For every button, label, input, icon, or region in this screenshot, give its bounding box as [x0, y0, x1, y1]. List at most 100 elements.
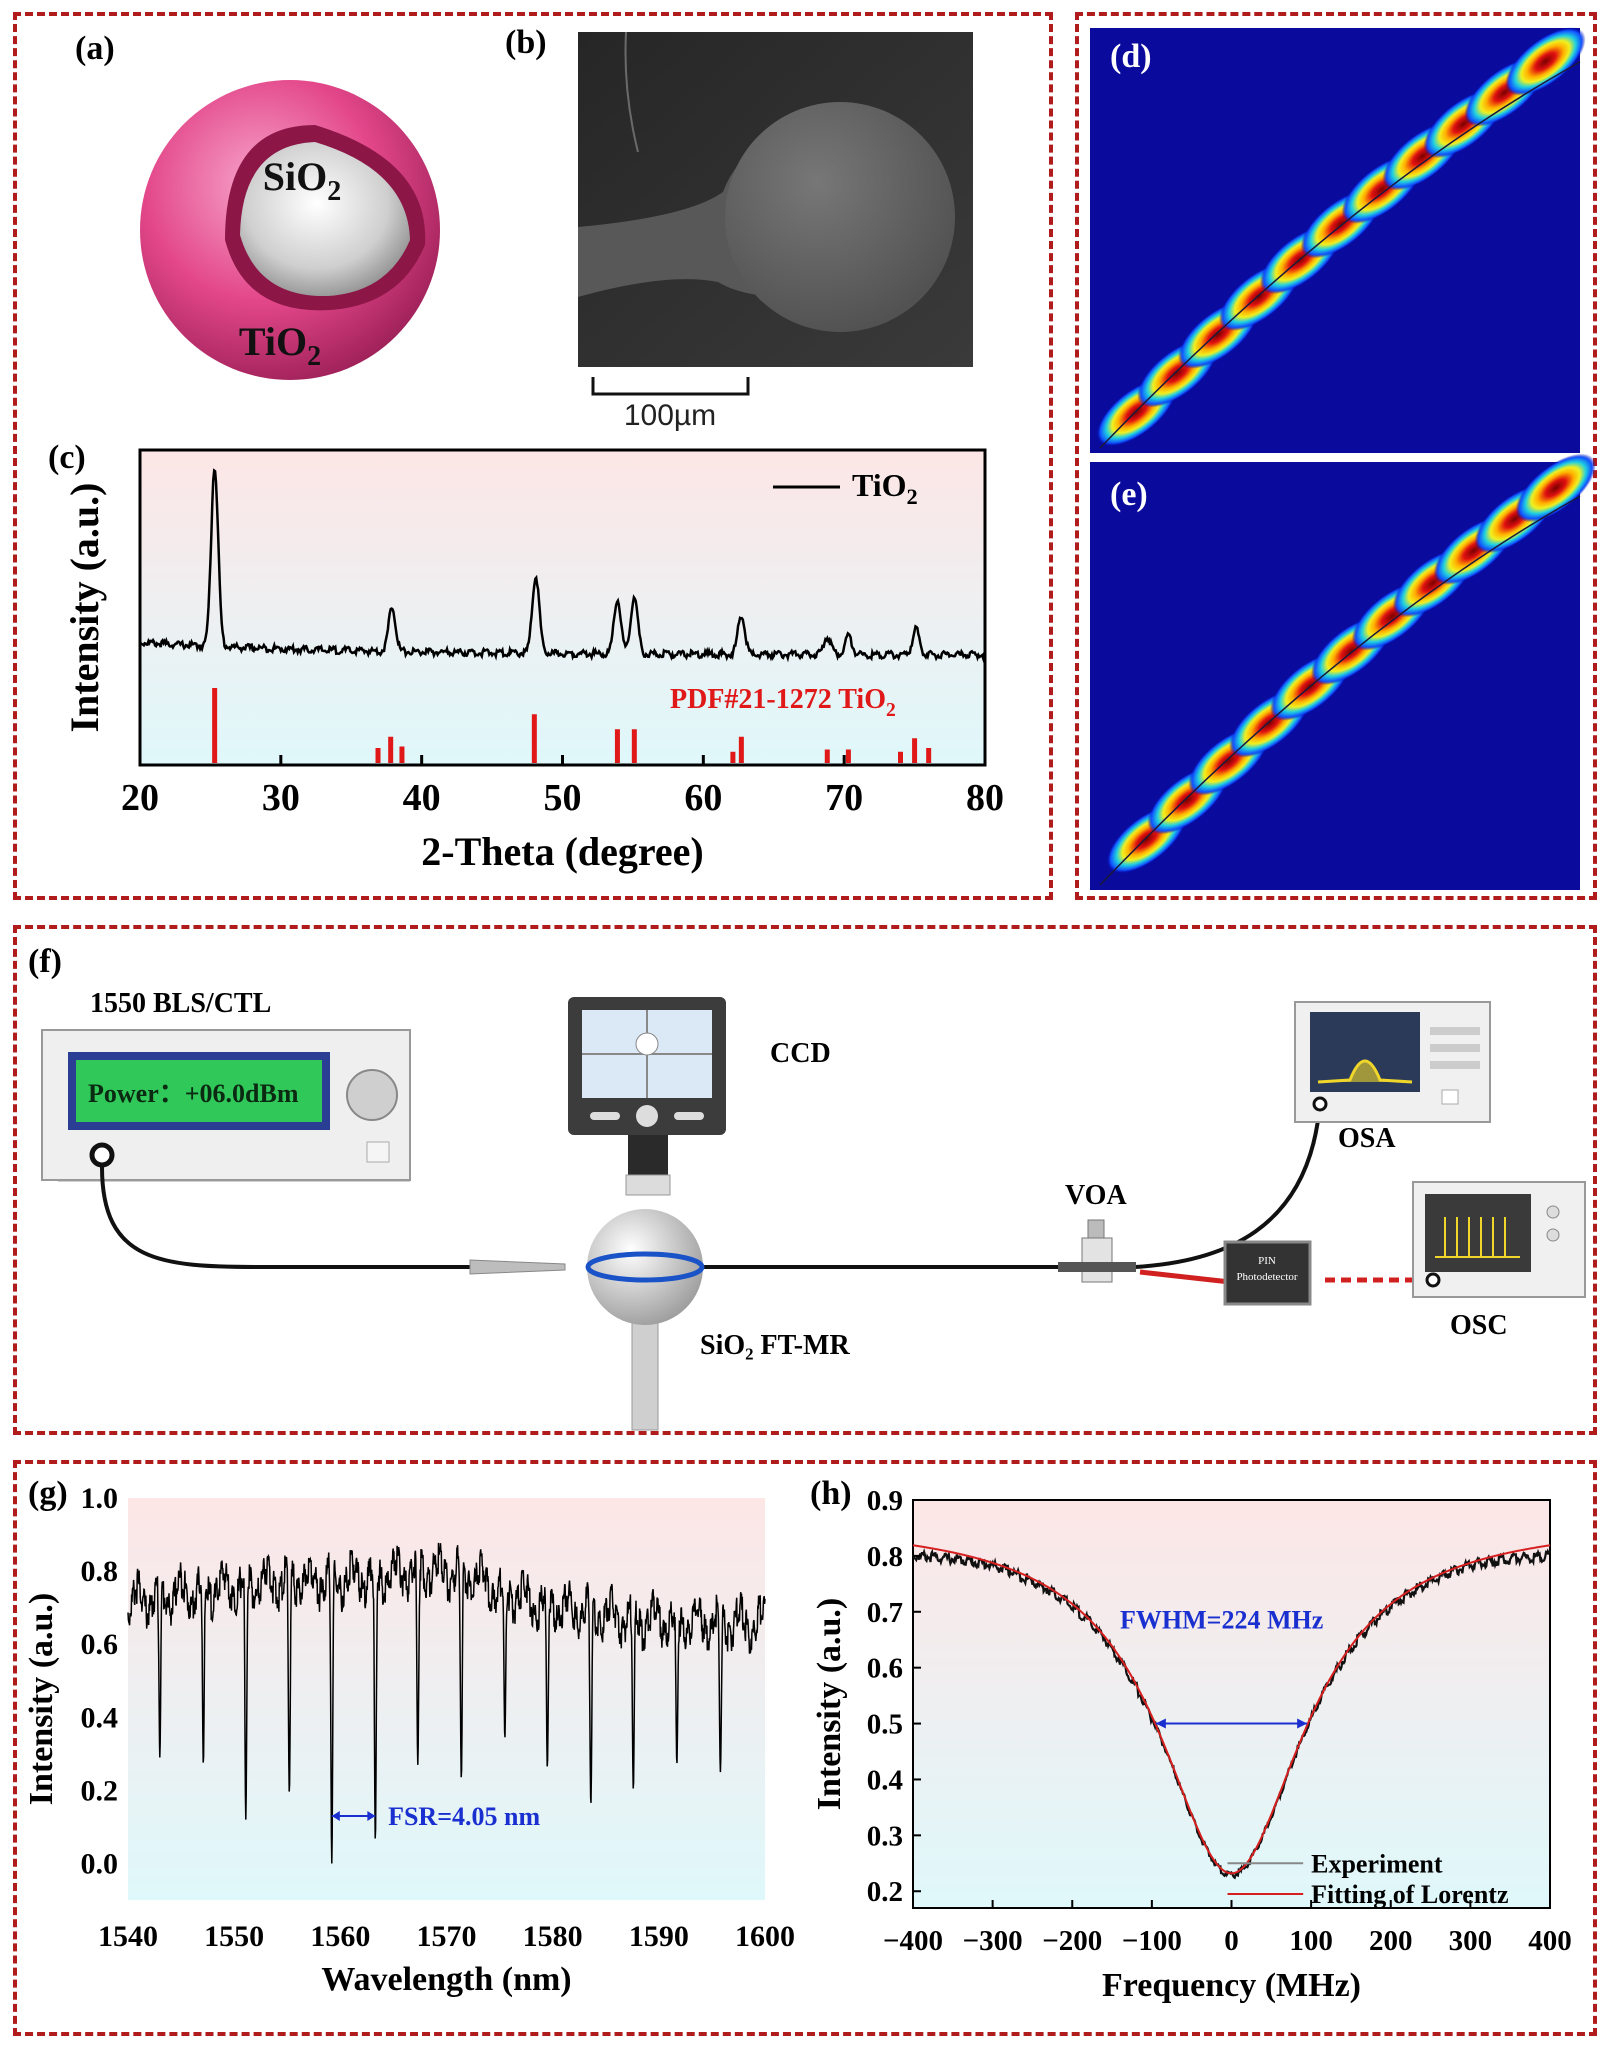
- x-tick-label: 70: [825, 777, 863, 819]
- microresonator: [587, 1209, 703, 1325]
- resonator-label: SiO₂ FT-MR: [700, 1330, 850, 1361]
- mode-field-d: [1090, 27, 1586, 453]
- x-tick-label: 1580: [523, 1920, 583, 1953]
- core-shell-sphere-diagram: SiO2 TiO2: [140, 80, 440, 380]
- panel-h-label: (h): [810, 1475, 852, 1512]
- x-tick-label: 60: [684, 777, 722, 819]
- y-axis-label: Intensity (a.u.): [23, 1593, 60, 1806]
- x-tick-label: 1540: [98, 1920, 158, 1953]
- x-tick-label: 1570: [417, 1920, 477, 1953]
- x-tick-label: 300: [1449, 1925, 1493, 1957]
- y-tick-label: 0.3: [867, 1820, 903, 1852]
- panel-c-label: (c): [48, 439, 86, 476]
- y-tick-label: 0.6: [81, 1628, 119, 1661]
- x-tick-label: 0: [1224, 1925, 1239, 1957]
- fwhm-annotation: FWHM=224 MHz: [1120, 1606, 1323, 1635]
- reference-bar: [388, 736, 394, 763]
- reference-bar: [926, 748, 932, 763]
- voa-label: VOA: [1065, 1180, 1127, 1211]
- panel-a-label: (a): [75, 30, 115, 67]
- frame-de: [1075, 12, 1597, 900]
- fsr-annotation: FSR=4.05 nm: [388, 1802, 540, 1831]
- y-tick-label: 1.0: [81, 1482, 119, 1515]
- lorentz-fit-line: [912, 1544, 1551, 1875]
- field-lobe: [1505, 27, 1586, 96]
- reference-bar: [738, 736, 744, 763]
- y-tick-label: 0.8: [867, 1541, 903, 1573]
- frame-f: [13, 925, 1597, 1435]
- reference-label: PDF#21-1272 TiO2: [670, 684, 896, 721]
- x-tick-label: −400: [883, 1925, 943, 1957]
- reference-bar: [898, 751, 903, 763]
- laser-source: Power：+06.0dBm: [41, 1029, 411, 1182]
- pin-label-2: Photodetector: [1236, 1271, 1297, 1283]
- mode-field-e: [1090, 453, 1596, 890]
- x-tick-label: 1600: [735, 1920, 795, 1953]
- y-tick-label: 0.7: [867, 1597, 903, 1629]
- reference-bar: [824, 749, 830, 763]
- x-tick-label: 1590: [629, 1920, 689, 1953]
- x-tick-label: 400: [1528, 1925, 1572, 1957]
- xrd-series-line: [138, 468, 986, 663]
- x-axis-label: Frequency (MHz): [1102, 1967, 1361, 2004]
- y-axis-label: Intensity (a.u.): [62, 482, 107, 732]
- x-tick-label: −200: [1042, 1925, 1102, 1957]
- x-tick-label: 200: [1369, 1925, 1413, 1957]
- plot-area: [128, 1498, 765, 1900]
- transmission-spectrum-chart: (g) FSR=4.05 nm 1540 1550 1560 1570 1580 1590 16…: [23, 1475, 795, 1998]
- ccd-label: CCD: [770, 1038, 831, 1069]
- reference-bar: [845, 749, 851, 763]
- y-tick-label: 0.2: [81, 1774, 119, 1807]
- reference-bar: [912, 738, 918, 763]
- y-axis-label: Intensity (a.u.): [811, 1598, 848, 1811]
- pin-label-1: PIN: [1258, 1255, 1276, 1267]
- frame-abc: [13, 12, 1053, 900]
- panel-f-label: (f): [28, 943, 62, 980]
- x-tick-label: 1550: [204, 1920, 264, 1953]
- x-axis-label: Wavelength (nm): [321, 1961, 571, 1998]
- reference-bar: [212, 688, 218, 763]
- panel-g-label: (g): [28, 1475, 68, 1512]
- x-tick-label: 100: [1289, 1925, 1333, 1957]
- plot-area: [138, 448, 987, 767]
- x-tick-label: −100: [1122, 1925, 1182, 1957]
- panel-b-label: (b): [505, 24, 547, 61]
- frame-gh: [13, 1460, 1597, 2036]
- sem-image: 100µm: [578, 31, 973, 432]
- laser-label: 1550 BLS/CTL: [90, 988, 271, 1019]
- y-tick-label: 0.0: [81, 1847, 119, 1880]
- x-tick-label: 20: [121, 777, 159, 819]
- y-tick-label: 0.5: [867, 1709, 903, 1741]
- osa-label: OSA: [1338, 1123, 1396, 1154]
- boundary-line: [1099, 61, 1581, 449]
- legend-label: TiO2: [852, 467, 918, 509]
- osc-device: [1412, 1181, 1586, 1298]
- legend-label-fit: Fitting of Lorentz: [1311, 1880, 1508, 1909]
- shell-label: TiO2: [239, 319, 321, 372]
- setup-diagram: (f) 1550 BLS/CTL Power：+06.0dBm SiO₂ FT-…: [28, 943, 1586, 1431]
- reference-bar: [375, 748, 381, 763]
- y-tick-label: 0.4: [867, 1764, 903, 1796]
- osa-device: [1294, 1001, 1491, 1123]
- y-tick-label: 0.8: [81, 1555, 119, 1588]
- legend-label-experiment: Experiment: [1311, 1849, 1443, 1878]
- scale-bar-label: 100µm: [624, 399, 716, 432]
- core-label: SiO2: [263, 154, 341, 207]
- x-tick-label: 40: [403, 777, 441, 819]
- x-tick-label: 30: [262, 777, 300, 819]
- y-tick-label: 0.4: [81, 1701, 119, 1734]
- plot-area: [912, 1499, 1551, 1909]
- y-tick-label: 0.9: [867, 1485, 903, 1517]
- reference-bar: [614, 729, 620, 763]
- photodetector: PIN Photodetector: [1223, 1240, 1312, 1306]
- x-axis-label: 2-Theta (degree): [421, 829, 704, 874]
- xrd-chart: (c) TiO2 PDF#21-1272 TiO2 20 30 40 50 60 70 80 2-T…: [48, 439, 1004, 874]
- osc-label: OSC: [1450, 1310, 1508, 1341]
- field-lobe: [1515, 453, 1596, 523]
- ccd-camera: [568, 997, 726, 1196]
- reference-bar: [631, 729, 637, 763]
- reference-bar: [730, 751, 736, 763]
- voa-device: [1058, 1219, 1136, 1283]
- y-tick-label: 0.2: [867, 1876, 903, 1908]
- x-tick-label: 1560: [310, 1920, 370, 1953]
